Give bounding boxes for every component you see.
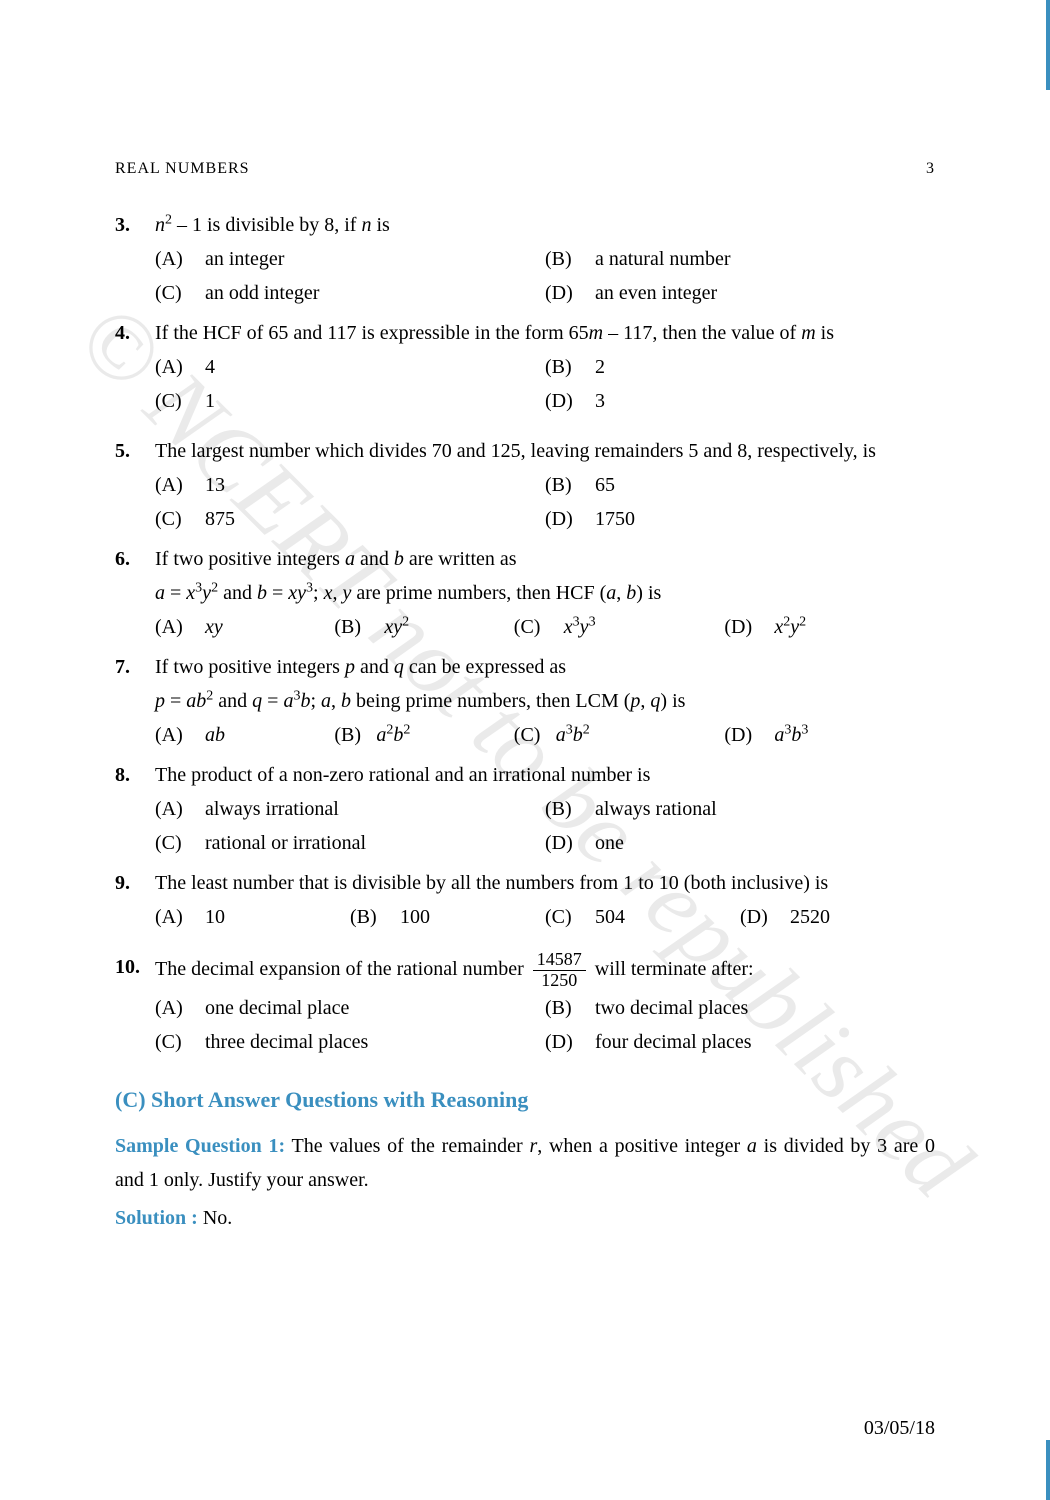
q10-option-b: (B)two decimal places [545, 991, 935, 1025]
q7-option-b: (B)a2b2 [334, 718, 513, 752]
page-number: 3 [926, 160, 935, 178]
question-4: 4. If the HCF of 65 and 117 is expressib… [115, 316, 935, 418]
q5-option-a: (A)13 [155, 468, 545, 502]
page-top-marker [1046, 0, 1050, 90]
q7-number: 7. [115, 650, 155, 718]
q3-option-b: (B)a natural number [545, 242, 935, 276]
question-5: 5. The largest number which divides 70 a… [115, 434, 935, 536]
q7-option-a: (A)ab [155, 718, 334, 752]
sample-question-1: Sample Question 1: The values of the rem… [115, 1129, 935, 1197]
q7-text: If two positive integers p and q can be … [155, 650, 935, 718]
q7-option-c: (C)a3b2 [514, 718, 725, 752]
question-3: 3. n2 – 1 is divisible by 8, if n is (A)… [115, 208, 935, 310]
sample-solution: Solution : No. [115, 1201, 935, 1235]
q8-option-a: (A)always irrational [155, 792, 545, 826]
q6-option-c: (C)x3y3 [514, 610, 725, 644]
q10-number: 10. [115, 950, 155, 991]
q4-option-c: (C)1 [155, 384, 545, 418]
q6-option-d: (D)x2y2 [724, 610, 935, 644]
q5-option-d: (D)1750 [545, 502, 935, 536]
q7-option-d: (D)a3b3 [724, 718, 935, 752]
q3-option-d: (D)an even integer [545, 276, 935, 310]
question-8: 8. The product of a non-zero rational an… [115, 758, 935, 860]
sample-q-label: Sample Question 1: [115, 1135, 285, 1157]
q9-number: 9. [115, 866, 155, 900]
q3-text: n2 – 1 is divisible by 8, if n is [155, 208, 935, 242]
q10-option-d: (D)four decimal places [545, 1025, 935, 1059]
q9-option-d: (D)2520 [740, 900, 935, 934]
q8-option-c: (C)rational or irrational [155, 826, 545, 860]
q4-option-d: (D)3 [545, 384, 935, 418]
q8-text: The product of a non-zero rational and a… [155, 758, 935, 792]
q5-number: 5. [115, 434, 155, 468]
q6-number: 6. [115, 542, 155, 610]
q9-option-b: (B)100 [350, 900, 545, 934]
q4-text: If the HCF of 65 and 117 is expressible … [155, 316, 935, 350]
solution-label: Solution : [115, 1207, 198, 1229]
question-6: 6. If two positive integers a and b are … [115, 542, 935, 644]
q4-option-a: (A)4 [155, 350, 545, 384]
q5-option-b: (B)65 [545, 468, 935, 502]
page-content: REAL NUMBERS 3 3. n2 – 1 is divisible by… [115, 160, 935, 1235]
section-c-title: (C) Short Answer Questions with Reasonin… [115, 1087, 935, 1113]
q3-option-c: (C)an odd integer [155, 276, 545, 310]
q10-text: The decimal expansion of the rational nu… [155, 950, 935, 991]
q3-number: 3. [115, 208, 155, 242]
q9-text: The least number that is divisible by al… [155, 866, 935, 900]
q10-option-c: (C)three decimal places [155, 1025, 545, 1059]
q10-option-a: (A)one decimal place [155, 991, 545, 1025]
page-header: REAL NUMBERS 3 [115, 160, 935, 178]
footer-date: 03/05/18 [864, 1417, 935, 1440]
q8-option-b: (B)always rational [545, 792, 935, 826]
q6-option-a: (A)xy [155, 610, 334, 644]
question-7: 7. If two positive integers p and q can … [115, 650, 935, 752]
fraction: 145871250 [533, 950, 586, 991]
q6-text: If two positive integers a and b are wri… [155, 542, 935, 610]
q4-number: 4. [115, 316, 155, 350]
q6-option-b: (B)xy2 [334, 610, 513, 644]
q5-text: The largest number which divides 70 and … [155, 434, 935, 468]
question-10: 10. The decimal expansion of the rationa… [115, 950, 935, 1059]
q3-option-a: (A)an integer [155, 242, 545, 276]
q9-option-a: (A)10 [155, 900, 350, 934]
q8-number: 8. [115, 758, 155, 792]
question-9: 9. The least number that is divisible by… [115, 866, 935, 934]
q8-option-d: (D)one [545, 826, 935, 860]
chapter-title: REAL NUMBERS [115, 160, 250, 178]
page-bottom-marker [1046, 1440, 1050, 1500]
q5-option-c: (C)875 [155, 502, 545, 536]
q4-option-b: (B)2 [545, 350, 935, 384]
q9-option-c: (C)504 [545, 900, 740, 934]
